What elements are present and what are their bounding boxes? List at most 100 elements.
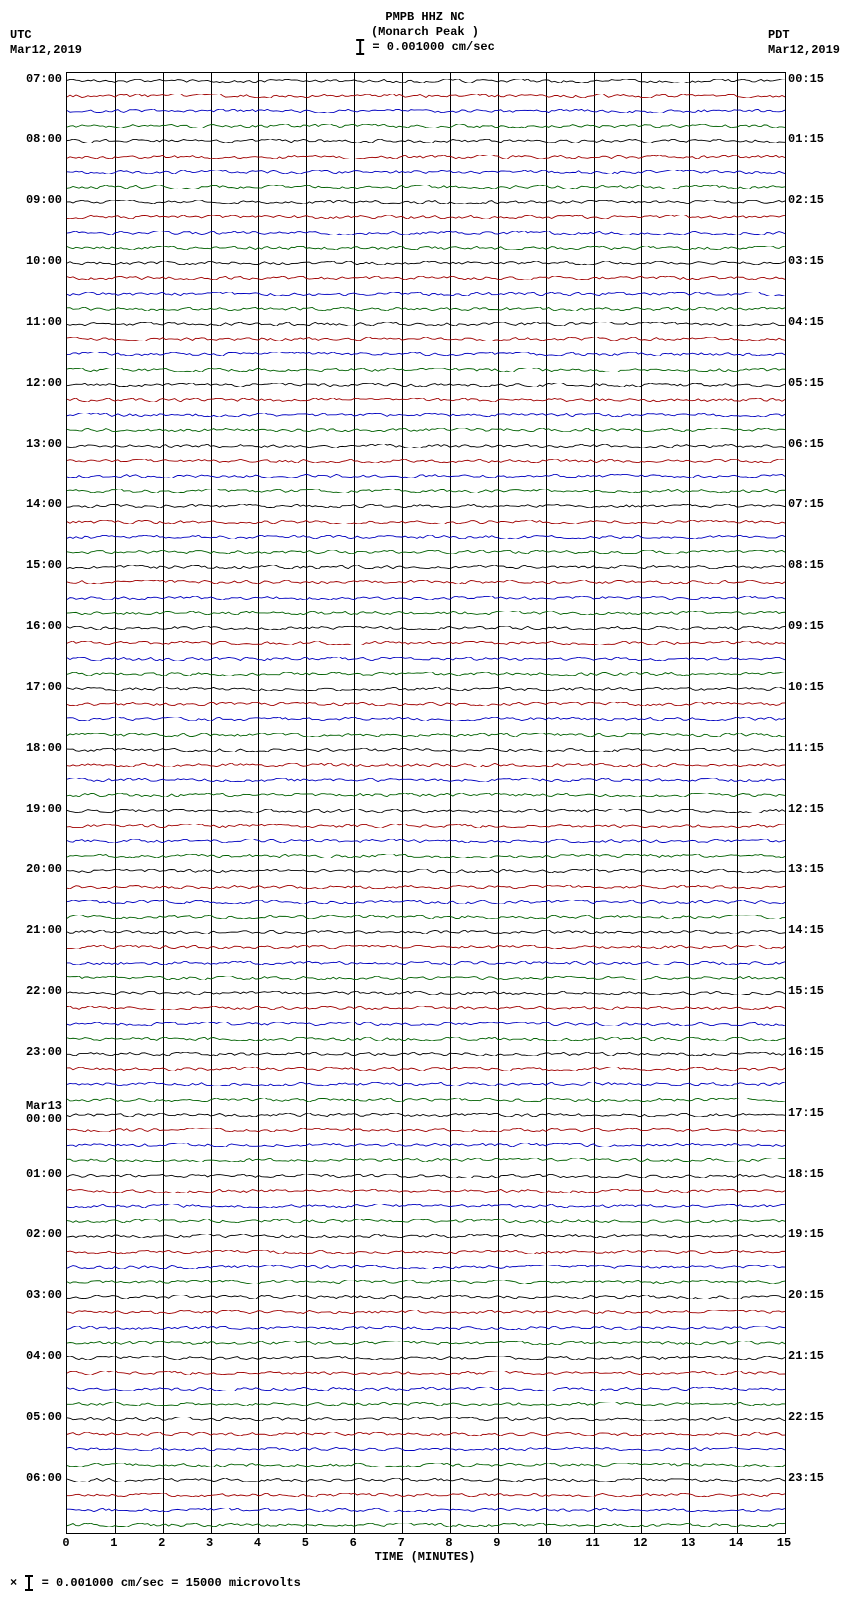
- seismic-trace: [67, 915, 785, 919]
- pdt-time-label: 14:15: [788, 924, 824, 937]
- seismic-trace: [67, 398, 785, 402]
- minute-gridline: [450, 73, 451, 1533]
- seismic-trace: [67, 1006, 785, 1010]
- seismic-trace: [67, 1113, 785, 1117]
- utc-time-label: 18:00: [26, 742, 62, 755]
- utc-time-label: 04:00: [26, 1350, 62, 1363]
- seismic-trace: [67, 1189, 785, 1193]
- seismic-trace: [67, 1037, 785, 1041]
- seismic-trace: [67, 793, 785, 797]
- seismic-trace: [67, 1371, 785, 1375]
- seismic-trace: [67, 139, 785, 143]
- pdt-time-label: 20:15: [788, 1289, 824, 1302]
- seismic-trace: [67, 839, 785, 843]
- minute-gridline: [402, 73, 403, 1533]
- seismic-trace: [67, 687, 785, 691]
- seismic-trace: [67, 1341, 785, 1345]
- seismic-trace: [67, 991, 785, 995]
- seismic-trace: [67, 383, 785, 387]
- seismic-trace: [67, 580, 785, 584]
- minute-gridline: [498, 73, 499, 1533]
- seismic-trace: [67, 702, 785, 706]
- seismic-trace: [67, 945, 785, 949]
- x-tick-label: 5: [302, 1536, 309, 1550]
- scale-bar-icon: [28, 1576, 30, 1590]
- seismic-trace: [67, 809, 785, 813]
- pdt-time-label: 05:15: [788, 377, 824, 390]
- pdt-time-label: 12:15: [788, 803, 824, 816]
- utc-time-label: 11:00: [26, 316, 62, 329]
- seismic-trace: [67, 352, 785, 356]
- pdt-time-label: 17:15: [788, 1107, 824, 1120]
- seismic-trace: [67, 79, 785, 83]
- seismic-trace: [67, 1098, 785, 1102]
- seismic-trace: [67, 1143, 785, 1147]
- seismic-trace: [67, 292, 785, 296]
- utc-time-label: 17:00: [26, 681, 62, 694]
- x-tick-label: 6: [350, 1536, 357, 1550]
- left-date-label: Mar12,2019: [10, 43, 82, 57]
- seismic-trace: [67, 778, 785, 782]
- seismic-trace: [67, 1432, 785, 1436]
- seismic-trace: [67, 930, 785, 934]
- seismic-trace: [67, 641, 785, 645]
- utc-time-label: 09:00: [26, 194, 62, 207]
- minute-gridline: [211, 73, 212, 1533]
- seismic-trace: [67, 246, 785, 250]
- seismic-trace: [67, 1523, 785, 1527]
- utc-time-label: 14:00: [26, 498, 62, 511]
- seismic-trace: [67, 1204, 785, 1208]
- seismic-trace: [67, 1128, 785, 1132]
- seismic-trace: [67, 565, 785, 569]
- seismic-trace: [67, 413, 785, 417]
- seismic-trace: [67, 1326, 785, 1330]
- seismic-trace: [67, 1265, 785, 1269]
- x-tick-label: 3: [206, 1536, 213, 1550]
- pdt-time-label: 23:15: [788, 1472, 824, 1485]
- seismic-trace: [67, 596, 785, 600]
- pdt-time-label: 08:15: [788, 559, 824, 572]
- seismic-trace: [67, 1052, 785, 1056]
- header: UTC Mar12,2019 PMPB HHZ NC (Monarch Peak…: [10, 10, 840, 72]
- utc-time-label: 10:00: [26, 255, 62, 268]
- minute-gridline: [546, 73, 547, 1533]
- header-left: UTC Mar12,2019: [10, 28, 82, 58]
- minute-gridline: [737, 73, 738, 1533]
- pdt-time-label: 02:15: [788, 194, 824, 207]
- utc-time-label: 21:00: [26, 924, 62, 937]
- seismic-trace: [67, 657, 785, 661]
- left-tz-label: UTC: [10, 28, 32, 42]
- x-tick-label: 11: [585, 1536, 599, 1550]
- x-tick-label: 10: [537, 1536, 551, 1550]
- seismic-trace: [67, 535, 785, 539]
- seismic-trace: [67, 961, 785, 965]
- pdt-time-label: 11:15: [788, 742, 824, 755]
- seismic-trace: [67, 626, 785, 630]
- utc-time-label: 19:00: [26, 803, 62, 816]
- seismogram-chart: 07:0008:0009:0010:0011:0012:0013:0014:00…: [10, 72, 840, 1592]
- minute-gridline: [163, 73, 164, 1533]
- seismic-trace: [67, 322, 785, 326]
- pdt-time-label: 13:15: [788, 863, 824, 876]
- x-tick-label: 14: [729, 1536, 743, 1550]
- seismic-trace: [67, 1417, 785, 1421]
- seismic-trace: [67, 748, 785, 752]
- seismic-trace: [67, 124, 785, 128]
- pdt-time-label: 00:15: [788, 73, 824, 86]
- seismic-trace: [67, 1280, 785, 1284]
- utc-time-label: 08:00: [26, 133, 62, 146]
- pdt-time-label: 07:15: [788, 498, 824, 511]
- seismic-trace: [67, 1219, 785, 1223]
- x-tick-label: 4: [254, 1536, 261, 1550]
- x-tick-label: 13: [681, 1536, 695, 1550]
- seismic-trace: [67, 307, 785, 311]
- seismic-trace: [67, 261, 785, 265]
- seismic-trace: [67, 900, 785, 904]
- seismic-trace: [67, 170, 785, 174]
- x-tick-label: 15: [777, 1536, 791, 1550]
- utc-time-label: 07:00: [26, 73, 62, 86]
- seismic-trace: [67, 444, 785, 448]
- seismic-trace: [67, 428, 785, 432]
- seismic-trace: [67, 1022, 785, 1026]
- seismic-trace: [67, 1447, 785, 1451]
